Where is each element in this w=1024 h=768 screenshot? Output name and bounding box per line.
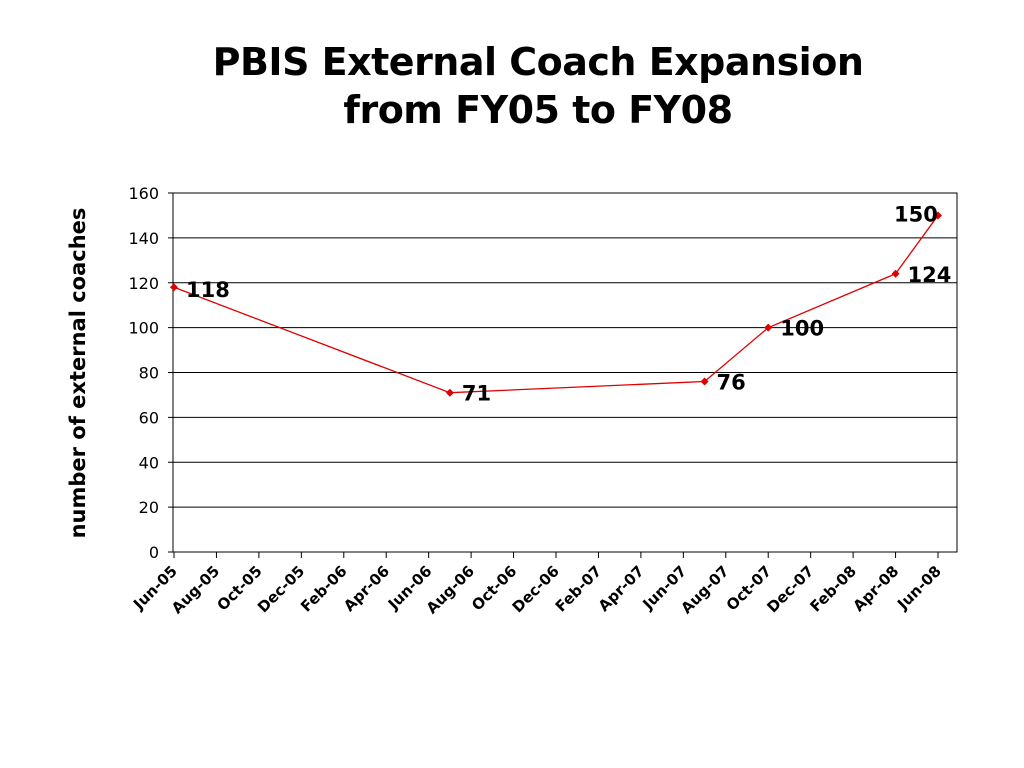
y-tick-label: 120 <box>128 274 159 293</box>
x-tick-label: Feb-08 <box>806 562 859 615</box>
data-label: 71 <box>462 382 491 406</box>
data-label: 118 <box>186 278 230 302</box>
x-tick-label: Feb-06 <box>297 562 350 615</box>
chart-title-line-1: PBIS External Coach Expansion <box>212 40 864 84</box>
y-tick-label: 100 <box>128 319 159 338</box>
data-point-marker <box>170 283 178 292</box>
y-tick-label: 60 <box>139 408 159 427</box>
x-tick-label: Dec-06 <box>509 562 563 616</box>
y-tick-label: 80 <box>139 364 159 383</box>
chart-title: PBIS External Coach Expansion from FY05 … <box>0 38 1024 134</box>
plot-border <box>172 192 958 553</box>
y-tick-label: 140 <box>128 229 159 248</box>
data-point-marker <box>445 388 454 397</box>
x-tick-label: Dec-05 <box>254 562 308 616</box>
x-tick-label: Apr-06 <box>340 562 393 615</box>
y-tick-label: 160 <box>128 184 159 203</box>
x-tick-label: Feb-07 <box>552 562 605 615</box>
chart-title-line-2: from FY05 to FY08 <box>343 88 733 132</box>
data-label: 76 <box>717 370 746 394</box>
y-tick-label: 0 <box>149 543 159 562</box>
data-point-marker <box>934 211 942 220</box>
y-axis-title: number of external coaches <box>66 208 90 539</box>
data-label: 150 <box>894 202 938 226</box>
data-point-marker <box>700 377 709 386</box>
data-label: 124 <box>908 263 952 287</box>
x-tick-label: Apr-08 <box>849 562 902 615</box>
series-line <box>173 215 939 394</box>
x-tick-label: Dec-07 <box>763 562 817 616</box>
x-tick-label: Apr-07 <box>595 562 648 615</box>
y-tick-label: 20 <box>139 498 159 517</box>
x-tick-label: Jun-08 <box>893 562 945 614</box>
y-tick-label: 40 <box>139 453 159 472</box>
data-label: 100 <box>780 317 824 341</box>
data-point-marker <box>891 269 900 278</box>
data-point-marker <box>764 323 773 332</box>
